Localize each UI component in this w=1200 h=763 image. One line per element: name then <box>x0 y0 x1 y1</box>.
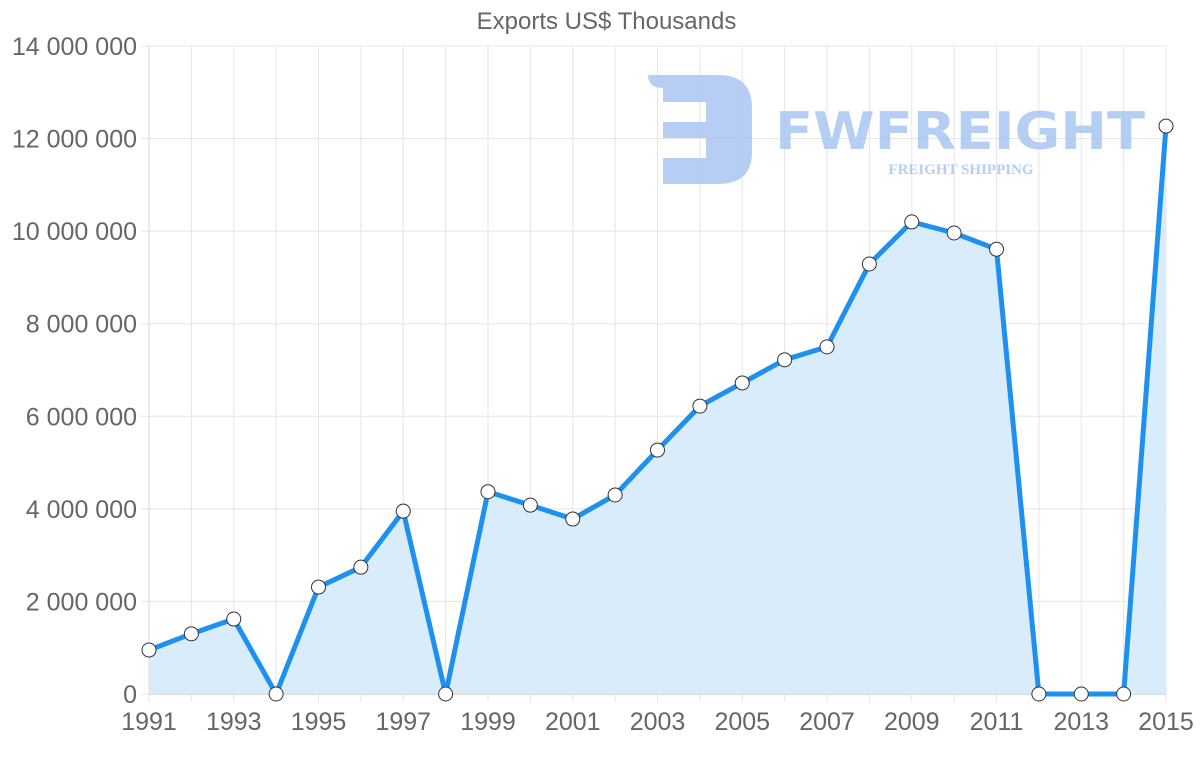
x-axis: 1991 1993 1995 1997 1999 2001 2003 2005 2007 2009… <box>121 708 1194 736</box>
y-tick-label: 12 000 000 <box>12 126 137 154</box>
data-point[interactable] <box>311 579 326 595</box>
data-point[interactable] <box>1116 686 1132 702</box>
data-point[interactable] <box>692 398 708 414</box>
y-tick-label: 2 000 000 <box>26 588 137 616</box>
x-tick-label: 2015 <box>1138 708 1194 736</box>
watermark-brand: FWFREIGHT <box>775 102 1146 162</box>
data-point[interactable] <box>268 686 284 702</box>
x-tick-label: 2013 <box>1053 708 1109 736</box>
data-point[interactable] <box>522 497 538 513</box>
x-tick-label: 2011 <box>970 708 1024 736</box>
y-tick-label: 6 000 000 <box>26 403 137 431</box>
fwfreight-logo-icon <box>648 75 752 184</box>
data-point[interactable] <box>777 352 793 368</box>
x-tick-label: 1995 <box>291 708 347 736</box>
data-point[interactable] <box>734 375 750 391</box>
x-tick-label: 2001 <box>545 708 601 736</box>
data-point[interactable] <box>1073 686 1089 702</box>
x-tick-label: 2005 <box>714 708 770 736</box>
y-axis: 0 2 000 000 4 000 000 6 000 000 8 000 000 10 … <box>12 33 137 709</box>
data-points <box>141 118 1174 702</box>
data-point[interactable] <box>904 214 920 230</box>
data-point[interactable] <box>650 442 665 458</box>
data-point[interactable] <box>1158 118 1174 134</box>
data-point[interactable] <box>819 339 835 355</box>
data-point[interactable] <box>861 256 877 272</box>
x-tick-label: 2009 <box>884 708 940 736</box>
x-tick-label: 1991 <box>121 708 177 736</box>
fwfreight-watermark: FWFREIGHT FREIGHT SHIPPING <box>648 75 1146 184</box>
x-tick-label: 2003 <box>630 708 686 736</box>
data-point[interactable] <box>226 611 242 627</box>
data-point[interactable] <box>946 225 962 241</box>
chart-title: Exports US$ Thousands <box>476 8 737 35</box>
y-tick-label: 8 000 000 <box>26 311 137 339</box>
data-point[interactable] <box>183 626 199 642</box>
data-point[interactable] <box>989 241 1004 257</box>
data-point[interactable] <box>480 484 496 500</box>
data-point[interactable] <box>141 642 157 658</box>
data-point[interactable] <box>565 511 581 527</box>
y-tick-label: 14 000 000 <box>12 33 137 61</box>
area-fill <box>149 126 1166 695</box>
x-tick-label: 2007 <box>799 708 855 736</box>
x-tick-label: 1993 <box>206 708 262 736</box>
data-point[interactable] <box>353 559 369 575</box>
y-tick-label: 0 <box>123 681 137 709</box>
x-tick-label: 1999 <box>460 708 516 736</box>
y-tick-label: 4 000 000 <box>26 496 137 524</box>
x-tick-label: 1997 <box>375 708 431 736</box>
data-point[interactable] <box>395 503 411 519</box>
data-point[interactable] <box>1031 686 1047 702</box>
data-point[interactable] <box>438 686 454 702</box>
watermark-tagline: FREIGHT SHIPPING <box>888 162 1033 178</box>
data-point[interactable] <box>607 487 623 503</box>
y-tick-label: 10 000 000 <box>12 218 137 246</box>
